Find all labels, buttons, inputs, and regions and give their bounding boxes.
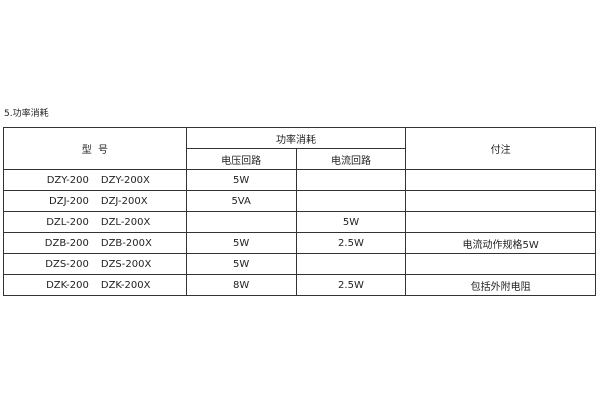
voltage-cell: 5W bbox=[185, 232, 297, 254]
header-voltage: 电压回路 bbox=[185, 148, 297, 170]
header-model: 型 号 bbox=[3, 127, 187, 170]
current-cell bbox=[295, 253, 407, 275]
model: DZJ-200 bbox=[49, 195, 89, 207]
current-cell bbox=[295, 169, 407, 191]
model-x: DZS-200X bbox=[100, 258, 152, 270]
model-x: DZY-200X bbox=[100, 174, 150, 186]
voltage-cell: 5W bbox=[185, 169, 297, 191]
note-cell bbox=[405, 190, 596, 212]
model: DZY-200 bbox=[46, 174, 89, 186]
header-power: 功率消耗 bbox=[185, 127, 407, 149]
note-cell bbox=[405, 253, 596, 275]
note-cell: 包括外附电阻 bbox=[405, 274, 596, 296]
table-row: DZB-200 DZB-200X 5W 2.5W 电流动作规格5W bbox=[3, 232, 596, 254]
model-cell: DZL-200 DZL-200X bbox=[3, 211, 187, 233]
voltage-cell: 5W bbox=[185, 253, 297, 275]
voltage-cell: 8W bbox=[185, 274, 297, 296]
model-x: DZK-200X bbox=[100, 279, 151, 291]
model: DZS-200 bbox=[45, 258, 89, 270]
current-cell: 2.5W bbox=[295, 232, 407, 254]
model-x: DZB-200X bbox=[100, 237, 152, 249]
voltage-cell: 5VA bbox=[185, 190, 297, 212]
model-x: DZL-200X bbox=[100, 216, 151, 228]
model: DZL-200 bbox=[46, 216, 89, 228]
model-cell: DZS-200 DZS-200X bbox=[3, 253, 187, 275]
note-cell bbox=[405, 169, 596, 191]
current-cell: 2.5W bbox=[295, 274, 407, 296]
table-row: DZK-200 DZK-200X 8W 2.5W 包括外附电阻 bbox=[3, 274, 596, 296]
model: DZB-200 bbox=[44, 237, 89, 249]
current-cell bbox=[295, 190, 407, 212]
model-cell: DZJ-200 DZJ-200X bbox=[3, 190, 187, 212]
table-row: DZS-200 DZS-200X 5W bbox=[3, 253, 596, 275]
model-x: DZJ-200X bbox=[100, 195, 148, 207]
model-cell: DZB-200 DZB-200X bbox=[3, 232, 187, 254]
model-cell: DZK-200 DZK-200X bbox=[3, 274, 187, 296]
model-cell: DZY-200 DZY-200X bbox=[3, 169, 187, 191]
table-row: DZY-200 DZY-200X 5W bbox=[3, 169, 596, 191]
table-row: DZL-200 DZL-200X 5W bbox=[3, 211, 596, 233]
model: DZK-200 bbox=[46, 279, 89, 291]
header-note: 付注 bbox=[405, 127, 596, 170]
power-consumption-table: 型 号 功率消耗 付注 电压回路 电流回路 DZY-200 DZY-200X 5W… bbox=[3, 127, 596, 296]
table-row: DZJ-200 DZJ-200X 5VA bbox=[3, 190, 596, 212]
note-cell: 电流动作规格5W bbox=[405, 232, 596, 254]
header-current: 电流回路 bbox=[295, 148, 407, 170]
section-title: 5.功率消耗 bbox=[4, 109, 49, 119]
voltage-cell bbox=[185, 211, 297, 233]
current-cell: 5W bbox=[295, 211, 407, 233]
note-cell bbox=[405, 211, 596, 233]
